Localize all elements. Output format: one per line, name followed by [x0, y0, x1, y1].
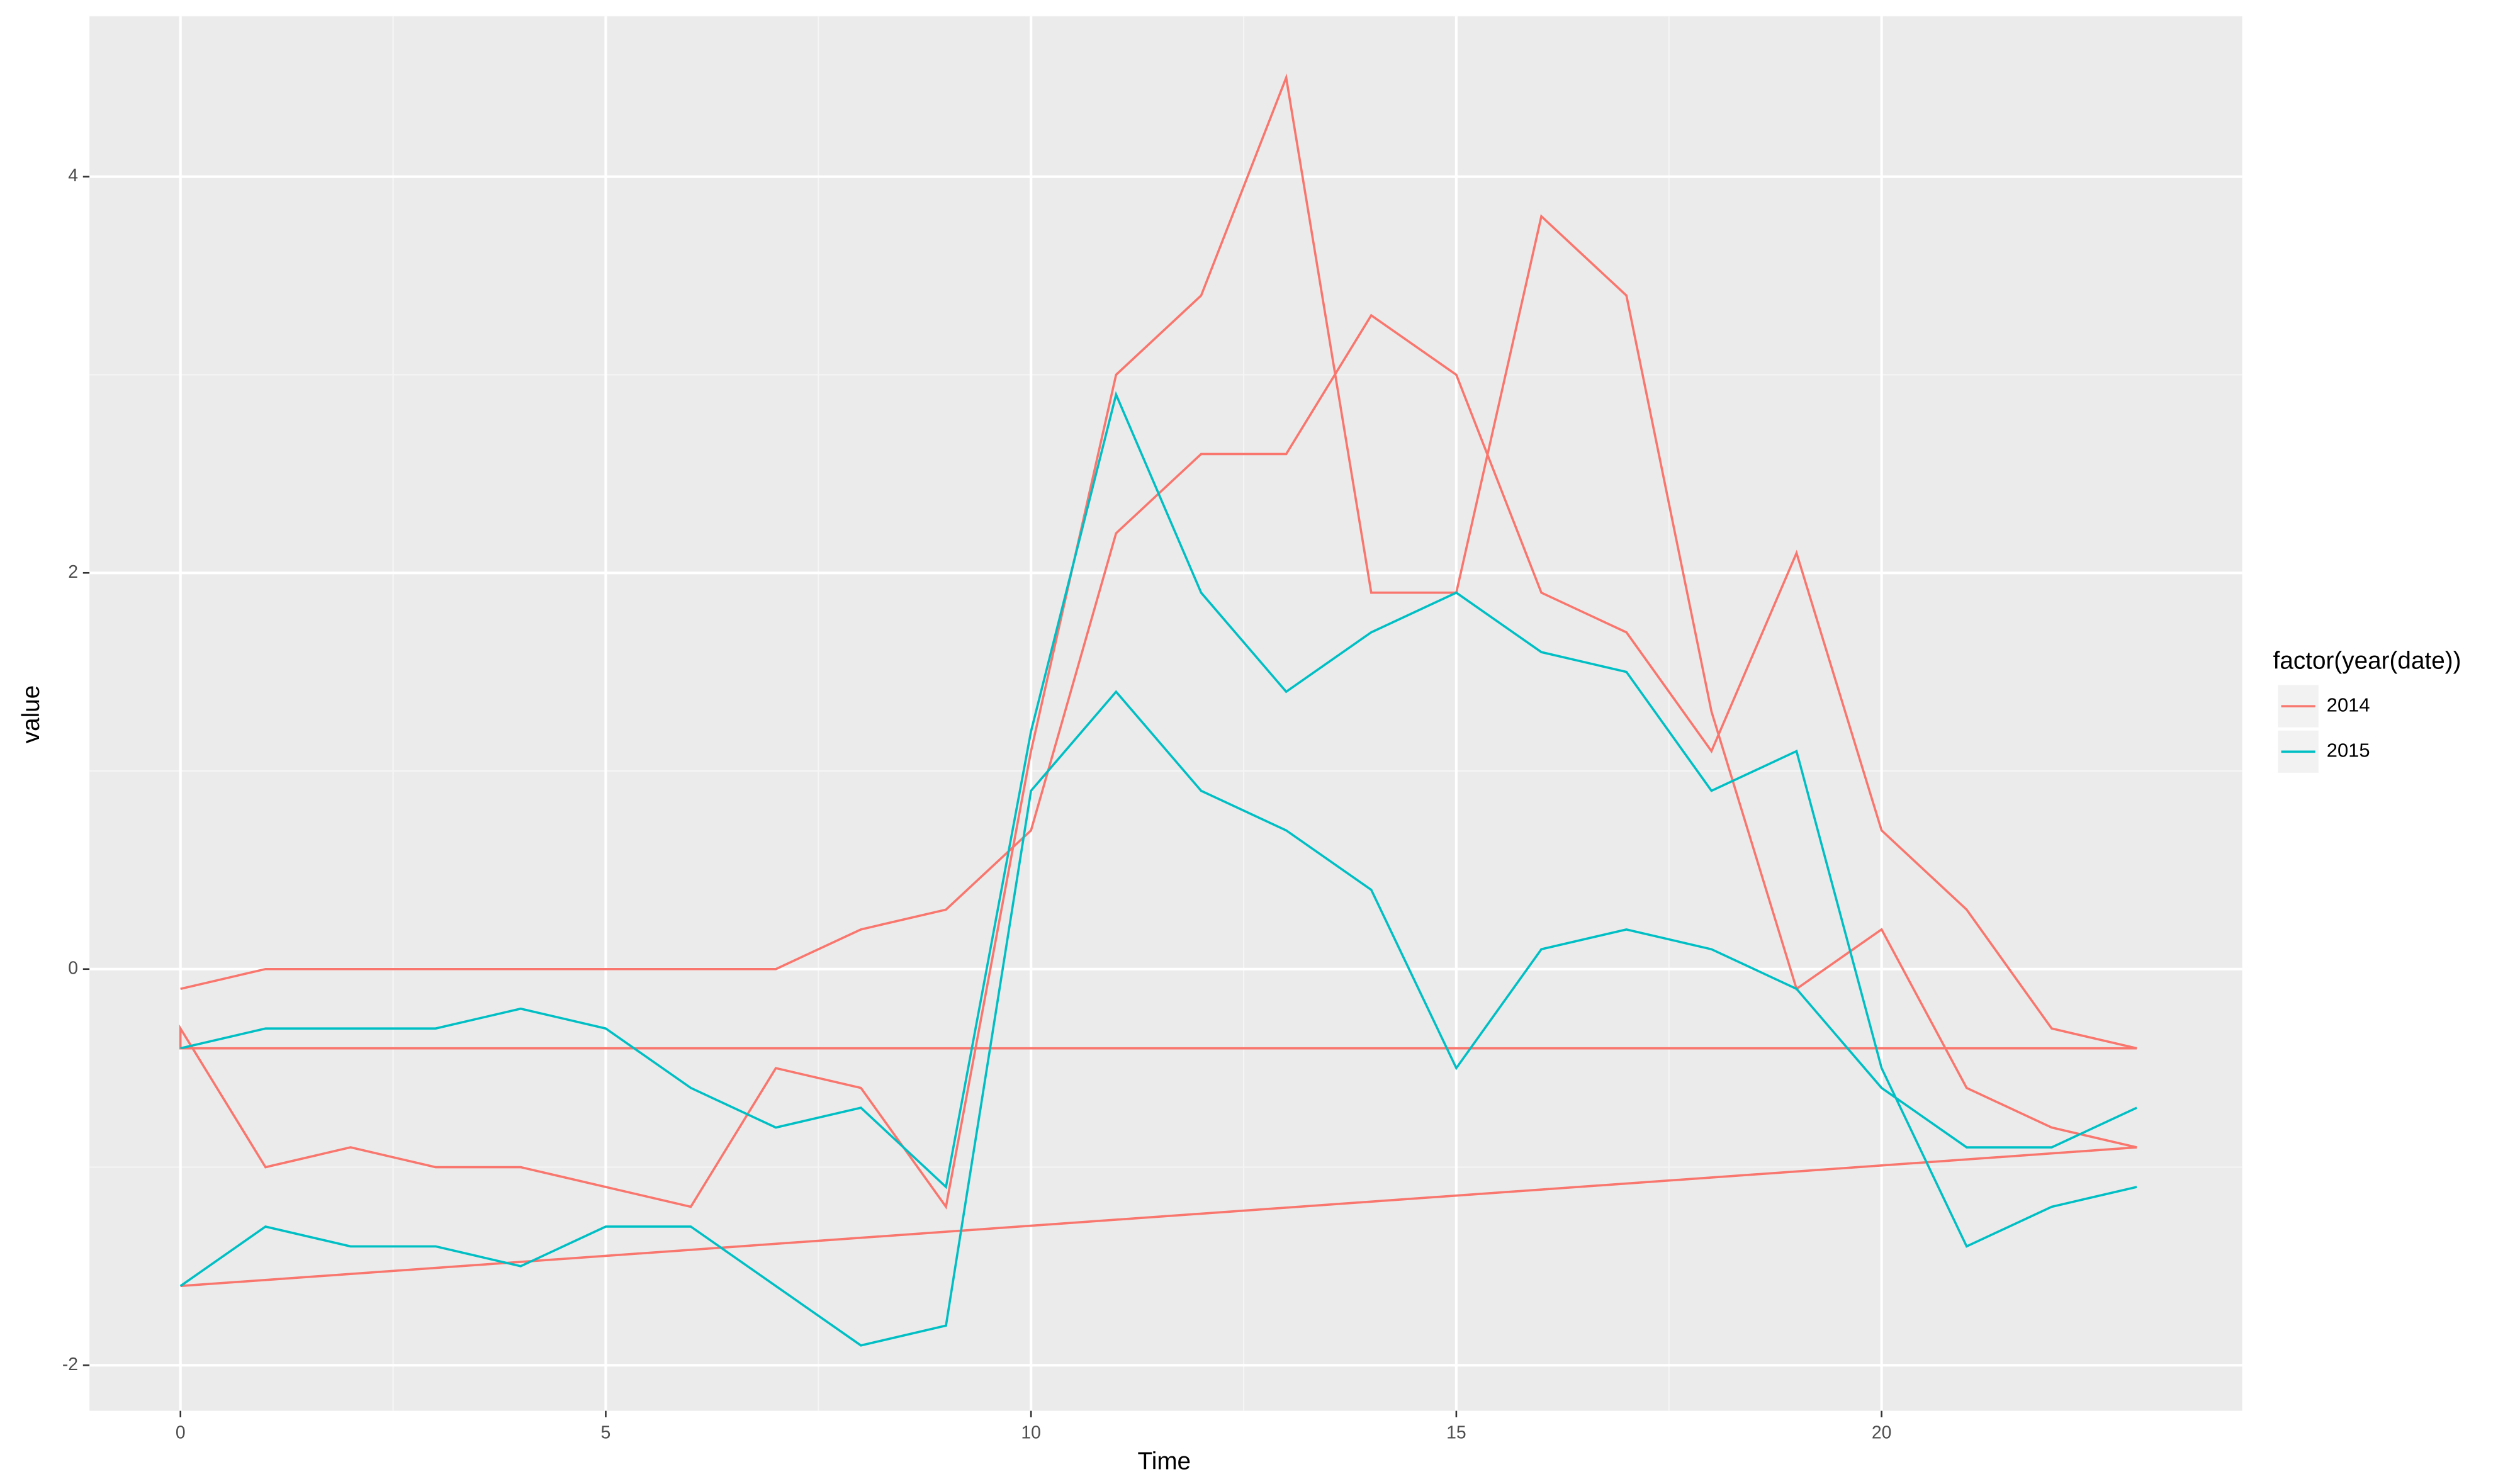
- x-tick-label: 15: [1446, 1422, 1466, 1442]
- legend-label: 2014: [2327, 694, 2370, 716]
- x-tick-label: 5: [601, 1422, 611, 1442]
- panel: [89, 16, 2242, 1411]
- y-tick-label: 2: [68, 562, 78, 582]
- x-tick-label: 20: [1872, 1422, 1892, 1442]
- x-axis-title: Time: [1138, 1448, 1191, 1475]
- y-tick-label: 4: [68, 166, 78, 186]
- legend-title: factor(year(date)): [2273, 648, 2461, 675]
- x-tick-label: 0: [176, 1422, 186, 1442]
- series-line: [179, 391, 2137, 1347]
- y-tick-label: -2: [62, 1354, 78, 1375]
- y-axis-title: value: [18, 685, 45, 744]
- x-tick-label: 10: [1021, 1422, 1041, 1442]
- y-tick-label: 0: [68, 958, 78, 978]
- legend-label: 2015: [2327, 740, 2370, 762]
- series-line: [179, 73, 2137, 1288]
